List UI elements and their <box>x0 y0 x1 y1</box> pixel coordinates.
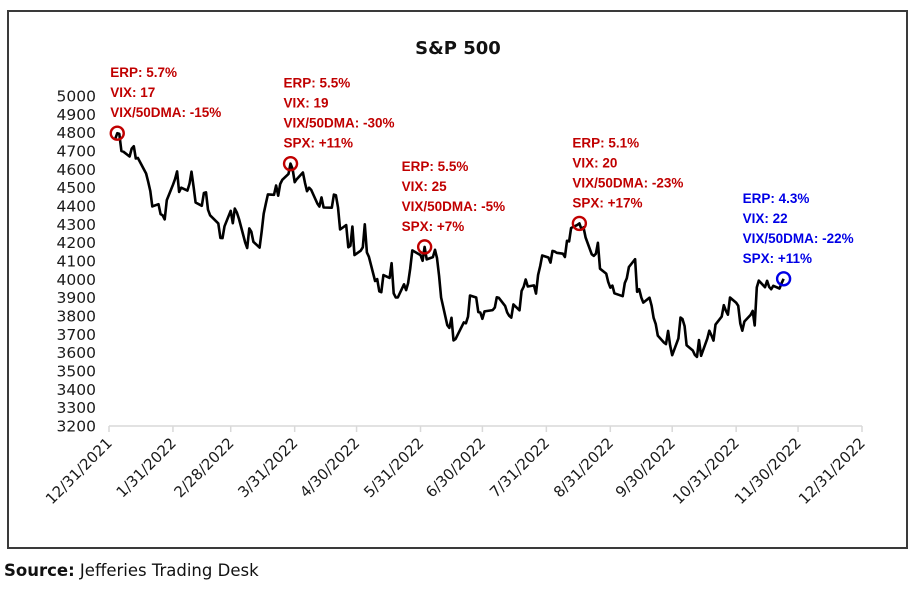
annotation-text: VIX/50DMA: -30% <box>284 116 395 131</box>
chart-title: S&P 500 <box>415 38 501 59</box>
annotation-text: VIX: 19 <box>284 96 329 111</box>
y-tick-label: 3400 <box>57 381 96 399</box>
annotation-text: ERP: 5.5% <box>284 76 351 91</box>
y-tick-label: 4800 <box>57 124 96 142</box>
source-label: Source: <box>4 561 75 580</box>
annotation-text: SPX: +11% <box>284 136 353 151</box>
y-tick-label: 3900 <box>57 289 96 307</box>
y-tick-label: 3700 <box>57 326 96 344</box>
y-tick-label: 4400 <box>57 198 96 216</box>
annotation-text: VIX/50DMA: -15% <box>110 105 221 120</box>
y-tick-label: 4500 <box>57 179 96 197</box>
source-text: Jefferies Trading Desk <box>74 561 259 580</box>
highlight-circle <box>109 125 125 141</box>
annotation-text: VIX/50DMA: -5% <box>402 199 506 214</box>
highlight-circle <box>571 215 588 232</box>
series-layer <box>113 131 785 359</box>
y-tick-label: 5000 <box>57 88 96 106</box>
annotation-text: ERP: 4.3% <box>743 191 810 206</box>
annotation-text: SPX: +11% <box>743 251 812 266</box>
y-tick-label: 4900 <box>57 106 96 124</box>
x-tick-label: 8/31/2022 <box>550 434 617 501</box>
y-tick-label: 4100 <box>57 253 96 271</box>
y-tick-label: 4700 <box>57 143 96 161</box>
x-tick-label: 12/31/2021 <box>42 434 116 508</box>
y-axis: 5000490048004700460045004400430042004100… <box>57 88 96 436</box>
y-tick-label: 3300 <box>57 399 96 417</box>
annotation-text: ERP: 5.7% <box>110 65 177 80</box>
annotation-text: SPX: +17% <box>572 195 642 210</box>
x-tick-label: 3/31/2022 <box>234 434 301 501</box>
x-tick-label: 5/31/2022 <box>360 434 427 501</box>
y-tick-label: 3600 <box>57 344 96 362</box>
highlight-circle <box>775 271 792 287</box>
x-tick-label: 2/28/2022 <box>170 434 237 501</box>
highlight-circle <box>416 239 433 255</box>
sp500-line-chart: S&P 500 50004900480047004600450044004300… <box>42 38 869 508</box>
annotation-text: ERP: 5.5% <box>402 159 469 174</box>
annotation-text: SPX: +7% <box>402 219 465 234</box>
annotation-text: VIX: 20 <box>572 155 617 170</box>
annotation-text: VIX: 17 <box>110 85 155 100</box>
x-axis: 12/31/20211/31/20222/28/20223/31/20224/3… <box>42 425 869 508</box>
y-tick-label: 3800 <box>57 308 96 326</box>
y-tick-label: 3500 <box>57 363 96 381</box>
x-tick-label: 4/30/2022 <box>296 434 363 501</box>
annotation-text: VIX: 22 <box>743 211 788 226</box>
chart-frame <box>7 10 908 549</box>
sp500-series-line <box>113 131 785 359</box>
x-tick-label: 9/30/2022 <box>612 434 679 501</box>
annotation-text: VIX/50DMA: -23% <box>572 175 683 190</box>
source-note: Source: Jefferies Trading Desk <box>4 561 259 580</box>
y-tick-label: 4300 <box>57 216 96 234</box>
annotation-layer: ERP: 5.7% VIX: 17 VIX/50DMA: -15% ERP: 5.5%… <box>109 65 854 287</box>
highlight-circle <box>282 155 299 172</box>
x-tick-label: 1/31/2022 <box>113 434 180 501</box>
x-tick-label: 11/30/2022 <box>731 434 805 508</box>
x-tick-label: 6/30/2022 <box>422 434 489 501</box>
y-tick-label: 4200 <box>57 234 96 252</box>
annotation-text: VIX/50DMA: -22% <box>743 231 854 246</box>
y-tick-label: 3200 <box>57 418 96 436</box>
annotation-text: VIX: 25 <box>402 179 448 194</box>
y-tick-label: 4600 <box>57 161 96 179</box>
y-tick-label: 4000 <box>57 271 96 289</box>
x-tick-label: 12/31/2022 <box>795 434 869 508</box>
annotation-text: ERP: 5.1% <box>572 135 639 150</box>
x-tick-label: 7/31/2022 <box>486 434 553 501</box>
